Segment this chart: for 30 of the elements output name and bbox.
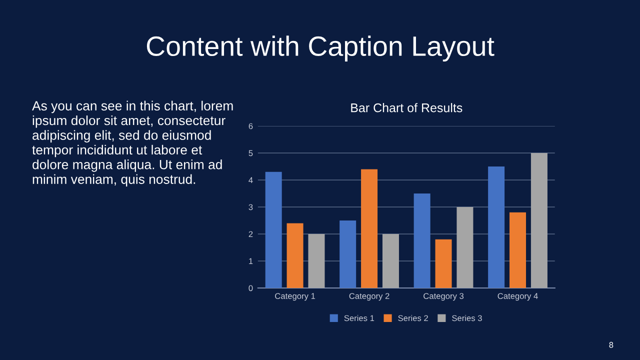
bar: [530, 153, 548, 288]
y-tick-label: 0: [248, 285, 253, 292]
x-tick-label: Category 4: [498, 293, 538, 301]
bar: [308, 234, 325, 288]
y-tick-label: 1: [249, 258, 253, 264]
bar: [414, 194, 430, 288]
x-tick-label: Category 1: [275, 293, 316, 301]
bar: [361, 169, 378, 288]
x-tick-label: Category 2: [349, 293, 390, 301]
text: 8: [609, 342, 614, 348]
y-tick-label: 6: [248, 123, 253, 130]
y-tick-label: 4: [248, 177, 253, 184]
legend-label: Series 1: [344, 314, 374, 322]
bar: [510, 212, 526, 288]
y-tick-label: 3: [248, 204, 253, 210]
y-tick-label: 2: [248, 231, 253, 238]
legend-label: Series 3: [452, 314, 482, 322]
text: As you can see in this chart, lorem ipsum dolor sit amet, consectetur adipiscing elit, sed do eiusmod tempor incididunt ut labore et dolore magna aliqua. Ut enim ad minim veniam, quis nostrud.: [32, 100, 233, 187]
text: Content with Caption Layout: [146, 36, 494, 62]
bar: [286, 223, 304, 288]
bar: [456, 207, 474, 288]
chart-title: Bar Chart of Results: [351, 103, 462, 112]
bar: [340, 220, 356, 288]
bar: [265, 172, 282, 288]
legend-label: Series 2: [398, 314, 428, 322]
y-tick-label: 5: [248, 150, 253, 156]
bar: [488, 166, 505, 288]
bar: [435, 239, 452, 288]
x-tick-label: Category 3: [424, 293, 464, 301]
bar: [382, 234, 399, 288]
